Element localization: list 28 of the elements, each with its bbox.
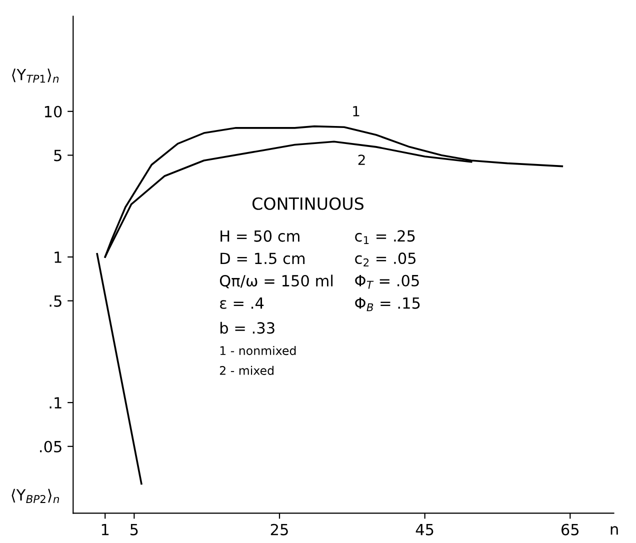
- annotation: c$_{2}$ = .05: [355, 252, 416, 266]
- x-tick-label: 45: [416, 524, 434, 536]
- annotation: ε = .4: [220, 298, 264, 309]
- annotation: Qπ/ω = 150 ml: [220, 274, 332, 288]
- annotation: 1 - nonmixed: [220, 346, 296, 356]
- y-tick-label: .5: [50, 295, 62, 307]
- annotation: b = .33: [220, 322, 274, 334]
- y-tick-label: 1: [54, 252, 62, 263]
- annotation: H = 50 cm: [220, 230, 300, 242]
- annotation: Φ$_{T}$ = .05: [355, 274, 419, 289]
- x-axis-title: n: [610, 526, 618, 535]
- annotation: D = 1.5 cm: [220, 252, 305, 264]
- annotation: CONTINUOUS: [252, 197, 364, 210]
- y-tick-label: .05: [40, 440, 62, 452]
- y-tick-label: 5: [54, 150, 62, 162]
- series-label: 2: [358, 154, 365, 165]
- x-tick-label: 1: [102, 524, 109, 536]
- y-axis-title: ⟨Y$_{TP1}$⟩$_{n}$: [12, 68, 59, 83]
- y-tick-label: 10: [44, 106, 62, 118]
- x-tick-label: 5: [130, 524, 138, 536]
- text: ⟨Y$_{BP2}$⟩$_{n}$: [12, 488, 59, 503]
- x-tick-label: 25: [270, 524, 288, 536]
- annotation: 2 - mixed: [220, 366, 274, 375]
- annotation: Φ$_{B}$ = .15: [355, 298, 420, 312]
- annotation: c$_{1}$ = .25: [355, 230, 415, 244]
- x-tick-label: 65: [561, 524, 579, 536]
- series-label: 1: [353, 106, 360, 116]
- y-tick-label: .1: [50, 397, 62, 408]
